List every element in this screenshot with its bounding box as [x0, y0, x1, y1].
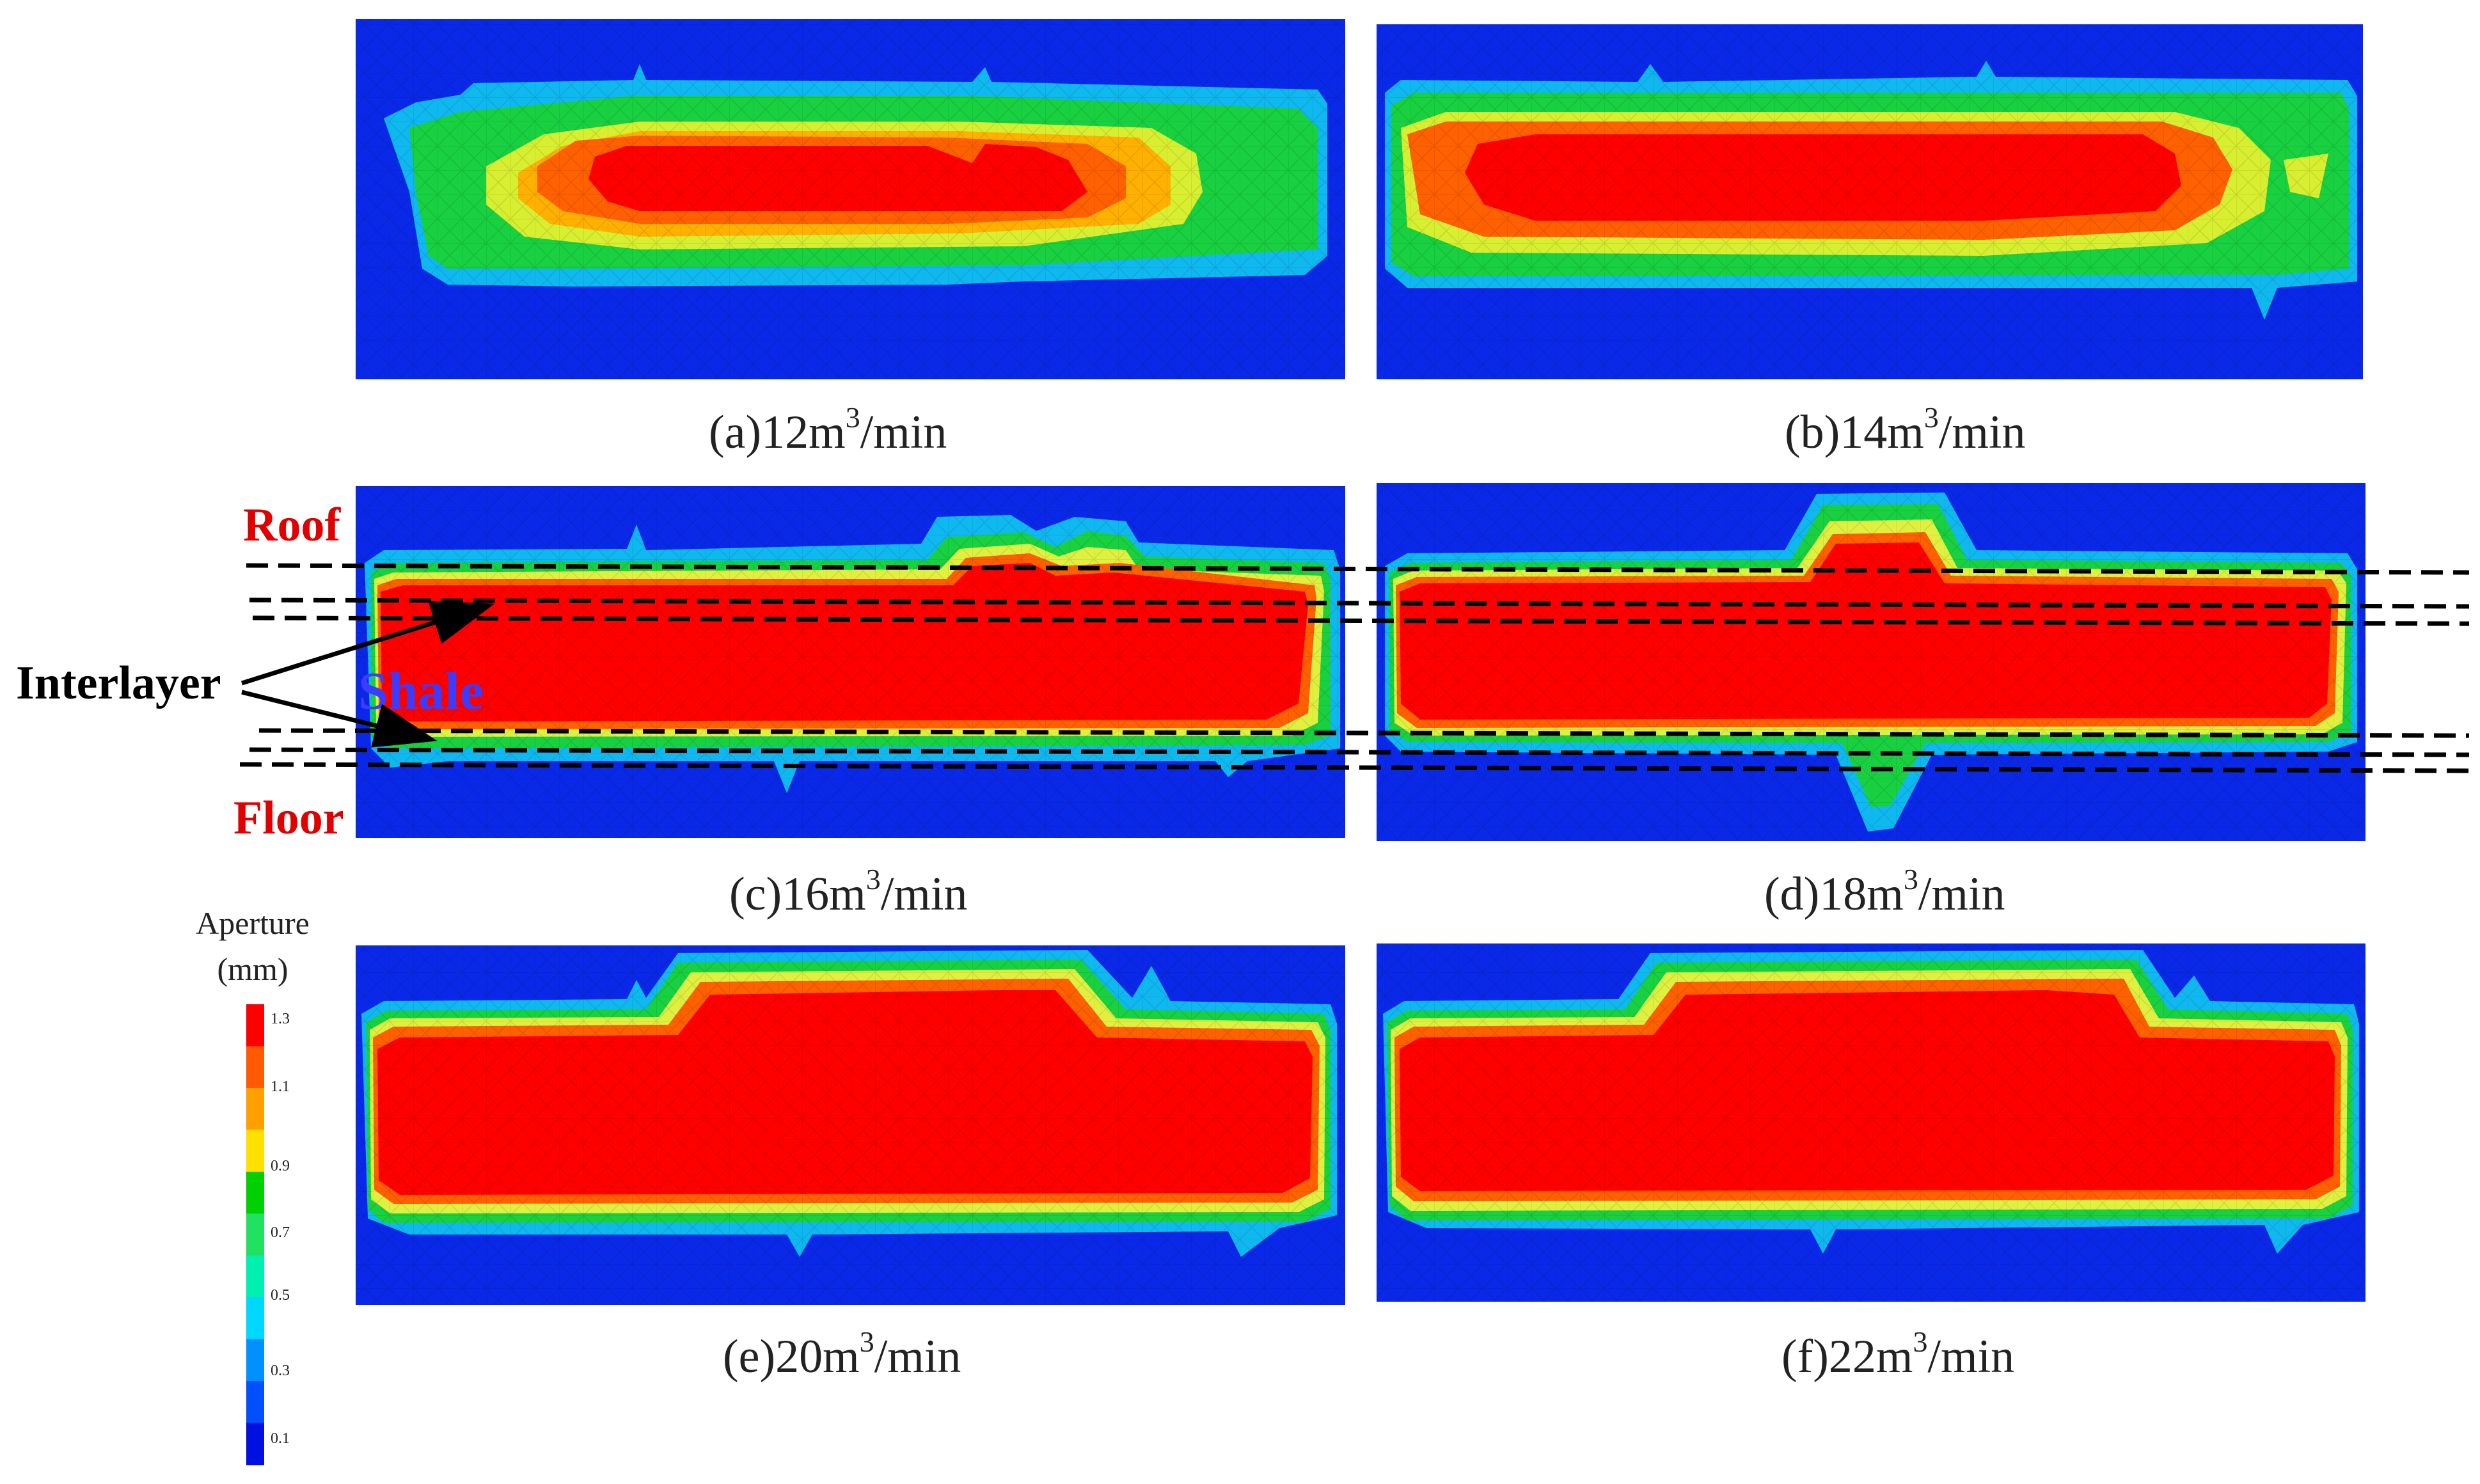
- panel-d: [1377, 483, 2365, 841]
- panel-a: [356, 19, 1345, 379]
- caption-e: (e)20m3/min: [723, 1325, 961, 1383]
- legend-swatch-7: [246, 1297, 264, 1340]
- legend-swatch-10: [246, 1423, 264, 1465]
- legend-tick-4: 0.5: [271, 1287, 290, 1304]
- legend-tick-labels: 1.3 1.1 0.9 0.7 0.5 0.3 0.1: [271, 1011, 290, 1447]
- caption-a: (a)12m3/min: [709, 401, 947, 459]
- legend-swatch-8: [246, 1339, 264, 1382]
- legend-swatch-4: [246, 1171, 264, 1214]
- caption-c: (c)16m3/min: [729, 863, 967, 920]
- legend-tick-5: 0.3: [271, 1362, 290, 1379]
- legend-tick-3: 0.7: [271, 1224, 290, 1241]
- legend-swatch-1: [246, 1046, 264, 1089]
- panel-f: [1377, 943, 2365, 1302]
- interlayer-arrows: [241, 601, 495, 748]
- interlayer-arrow-lower: [241, 690, 438, 748]
- legend-tick-0: 1.3: [271, 1011, 290, 1027]
- caption-b: (b)14m3/min: [1785, 401, 2026, 459]
- caption-f: (f)22m3/min: [1781, 1325, 2014, 1383]
- legend-tick-1: 1.1: [271, 1078, 290, 1095]
- aperture-legend: Aperture (mm) 1.3 1.1 0.9 0.7 0.5 0.3 0.1: [196, 905, 310, 1465]
- panel-b: [1377, 24, 2363, 379]
- interlayer-label: Interlayer: [16, 657, 221, 709]
- legend-color-bar: [246, 1004, 264, 1465]
- roof-label: Roof: [243, 499, 341, 551]
- legend-unit: (mm): [217, 951, 288, 987]
- interlayer-dashed-lines: [239, 563, 2470, 773]
- legend-swatch-6: [246, 1255, 264, 1298]
- legend-title: Aperture: [196, 905, 310, 941]
- legend-tick-2: 0.9: [271, 1158, 290, 1174]
- floor-label: Floor: [233, 792, 344, 844]
- shale-label: Shale: [358, 661, 484, 721]
- legend-swatch-3: [246, 1130, 264, 1172]
- interlayer-arrow-upper: [241, 601, 495, 686]
- panel-e: [356, 945, 1345, 1305]
- legend-swatch-9: [246, 1381, 264, 1424]
- legend-swatch-5: [246, 1213, 264, 1256]
- legend-tick-6: 0.1: [271, 1430, 290, 1447]
- legend-swatch-0: [246, 1004, 264, 1046]
- legend-swatch-2: [246, 1087, 264, 1130]
- panel-c: [356, 486, 1345, 838]
- caption-d: (d)18m3/min: [1764, 863, 2005, 920]
